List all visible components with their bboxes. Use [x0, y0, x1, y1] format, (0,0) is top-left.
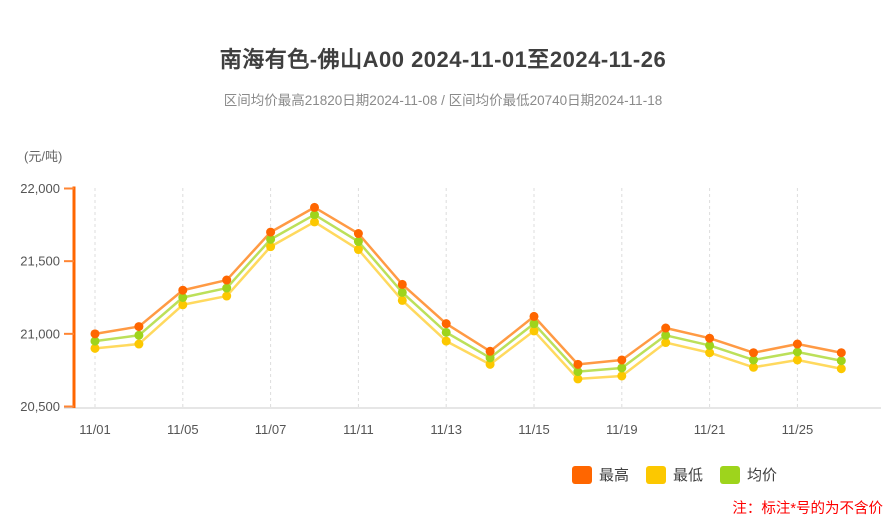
- legend-item-max[interactable]: 最高: [572, 464, 629, 485]
- series-max-marker[interactable]: [134, 322, 144, 332]
- series-avg-marker[interactable]: [749, 355, 758, 365]
- y-axis-label: 20,500: [20, 399, 60, 414]
- series-min-marker[interactable]: [485, 359, 495, 369]
- legend-label-min: 最低: [673, 467, 704, 484]
- series-max-marker[interactable]: [441, 319, 451, 329]
- series-max-marker[interactable]: [353, 229, 363, 239]
- series-min-marker[interactable]: [310, 217, 319, 227]
- series-avg-marker[interactable]: [705, 340, 715, 350]
- series-max-marker[interactable]: [397, 279, 407, 289]
- series-max-marker[interactable]: [310, 202, 319, 212]
- series-max-marker[interactable]: [178, 285, 188, 295]
- series-min-marker[interactable]: [573, 374, 583, 384]
- series-max-marker[interactable]: [661, 323, 671, 333]
- series-avg-marker[interactable]: [529, 319, 539, 329]
- series-max-marker[interactable]: [485, 346, 495, 356]
- series-max-marker[interactable]: [836, 348, 846, 358]
- chart-subtitle: 区间均价最高21820日期2024-11-08 / 区间均价最低20740日期2…: [223, 93, 663, 108]
- series-min-marker[interactable]: [792, 355, 802, 365]
- legend-swatch-min-icon: [646, 465, 667, 484]
- legend-label-max: 最高: [599, 467, 630, 484]
- series-min-marker[interactable]: [836, 364, 846, 374]
- series-max-marker[interactable]: [266, 227, 276, 237]
- series-min-marker[interactable]: [397, 295, 407, 305]
- x-axis-label: 11/11: [343, 422, 374, 437]
- series-min-line: [94, 220, 842, 381]
- series-max-marker[interactable]: [749, 348, 758, 358]
- series-avg-marker[interactable]: [353, 237, 363, 247]
- x-axis-label: 11/21: [694, 422, 726, 437]
- series-min-marker[interactable]: [705, 348, 715, 358]
- x-axis-label: 11/07: [255, 422, 287, 437]
- x-axis-label: 11/15: [518, 422, 550, 437]
- series-avg-marker[interactable]: [661, 330, 671, 340]
- series-avg-marker[interactable]: [310, 210, 319, 220]
- footnote-asterisk-note: 注：标注*号的为不含价: [732, 501, 883, 517]
- series-avg-marker[interactable]: [134, 330, 144, 340]
- series-avg-marker[interactable]: [441, 327, 451, 337]
- series-min-marker[interactable]: [441, 336, 451, 346]
- x-axis-label: 11/25: [782, 422, 814, 437]
- series-min-marker[interactable]: [749, 362, 758, 372]
- series-avg-marker[interactable]: [836, 356, 846, 366]
- series-min-marker[interactable]: [529, 326, 539, 336]
- series-avg-marker[interactable]: [90, 336, 100, 346]
- y-axis-label: 21,000: [20, 326, 60, 341]
- series-min-marker[interactable]: [617, 371, 627, 381]
- series-min-marker[interactable]: [134, 339, 144, 349]
- series-avg-line: [94, 213, 842, 373]
- x-axis-label: 11/01: [79, 422, 111, 437]
- legend-swatch-avg-icon: [720, 465, 741, 484]
- series-min-marker[interactable]: [661, 338, 671, 348]
- legend-label-avg: 均价: [747, 467, 778, 484]
- series-min-marker[interactable]: [353, 245, 363, 255]
- series-max-marker[interactable]: [529, 311, 539, 321]
- series-avg-marker[interactable]: [792, 347, 802, 357]
- series-avg-marker[interactable]: [573, 367, 583, 377]
- y-axis-label: 22,000: [20, 181, 60, 196]
- series-max-marker[interactable]: [573, 359, 583, 369]
- series-avg-marker[interactable]: [266, 234, 276, 244]
- y-axis-label: 21,500: [20, 254, 60, 269]
- series-max-marker[interactable]: [792, 339, 802, 349]
- series-max-marker[interactable]: [617, 355, 627, 365]
- chart-title: 南海有色-佛山A00 2024-11-01至2024-11-26: [219, 47, 667, 72]
- series-avg-marker[interactable]: [178, 293, 188, 302]
- series-max-line: [94, 206, 842, 366]
- series-min-marker[interactable]: [178, 300, 188, 310]
- series-avg-marker[interactable]: [397, 287, 407, 297]
- series-max-marker[interactable]: [222, 275, 232, 285]
- series-avg-marker[interactable]: [485, 353, 495, 363]
- series-min-marker[interactable]: [222, 291, 232, 301]
- series-min-marker[interactable]: [90, 343, 100, 353]
- x-axis-label: 11/05: [167, 422, 199, 437]
- series-min-marker[interactable]: [266, 242, 276, 252]
- chart-legend: 最高 最低 均价: [572, 464, 777, 485]
- series-avg-marker[interactable]: [222, 283, 232, 293]
- legend-item-avg[interactable]: 均价: [720, 464, 777, 485]
- series-avg-marker[interactable]: [617, 363, 627, 373]
- y-axis-unit-label: (元/吨): [24, 149, 63, 164]
- x-axis-label: 11/19: [606, 422, 638, 437]
- series-max-marker[interactable]: [705, 333, 715, 343]
- x-axis-label: 11/13: [430, 422, 462, 437]
- series-max-marker[interactable]: [90, 329, 100, 339]
- legend-item-min[interactable]: 最低: [646, 464, 703, 485]
- legend-swatch-max-icon: [572, 465, 592, 484]
